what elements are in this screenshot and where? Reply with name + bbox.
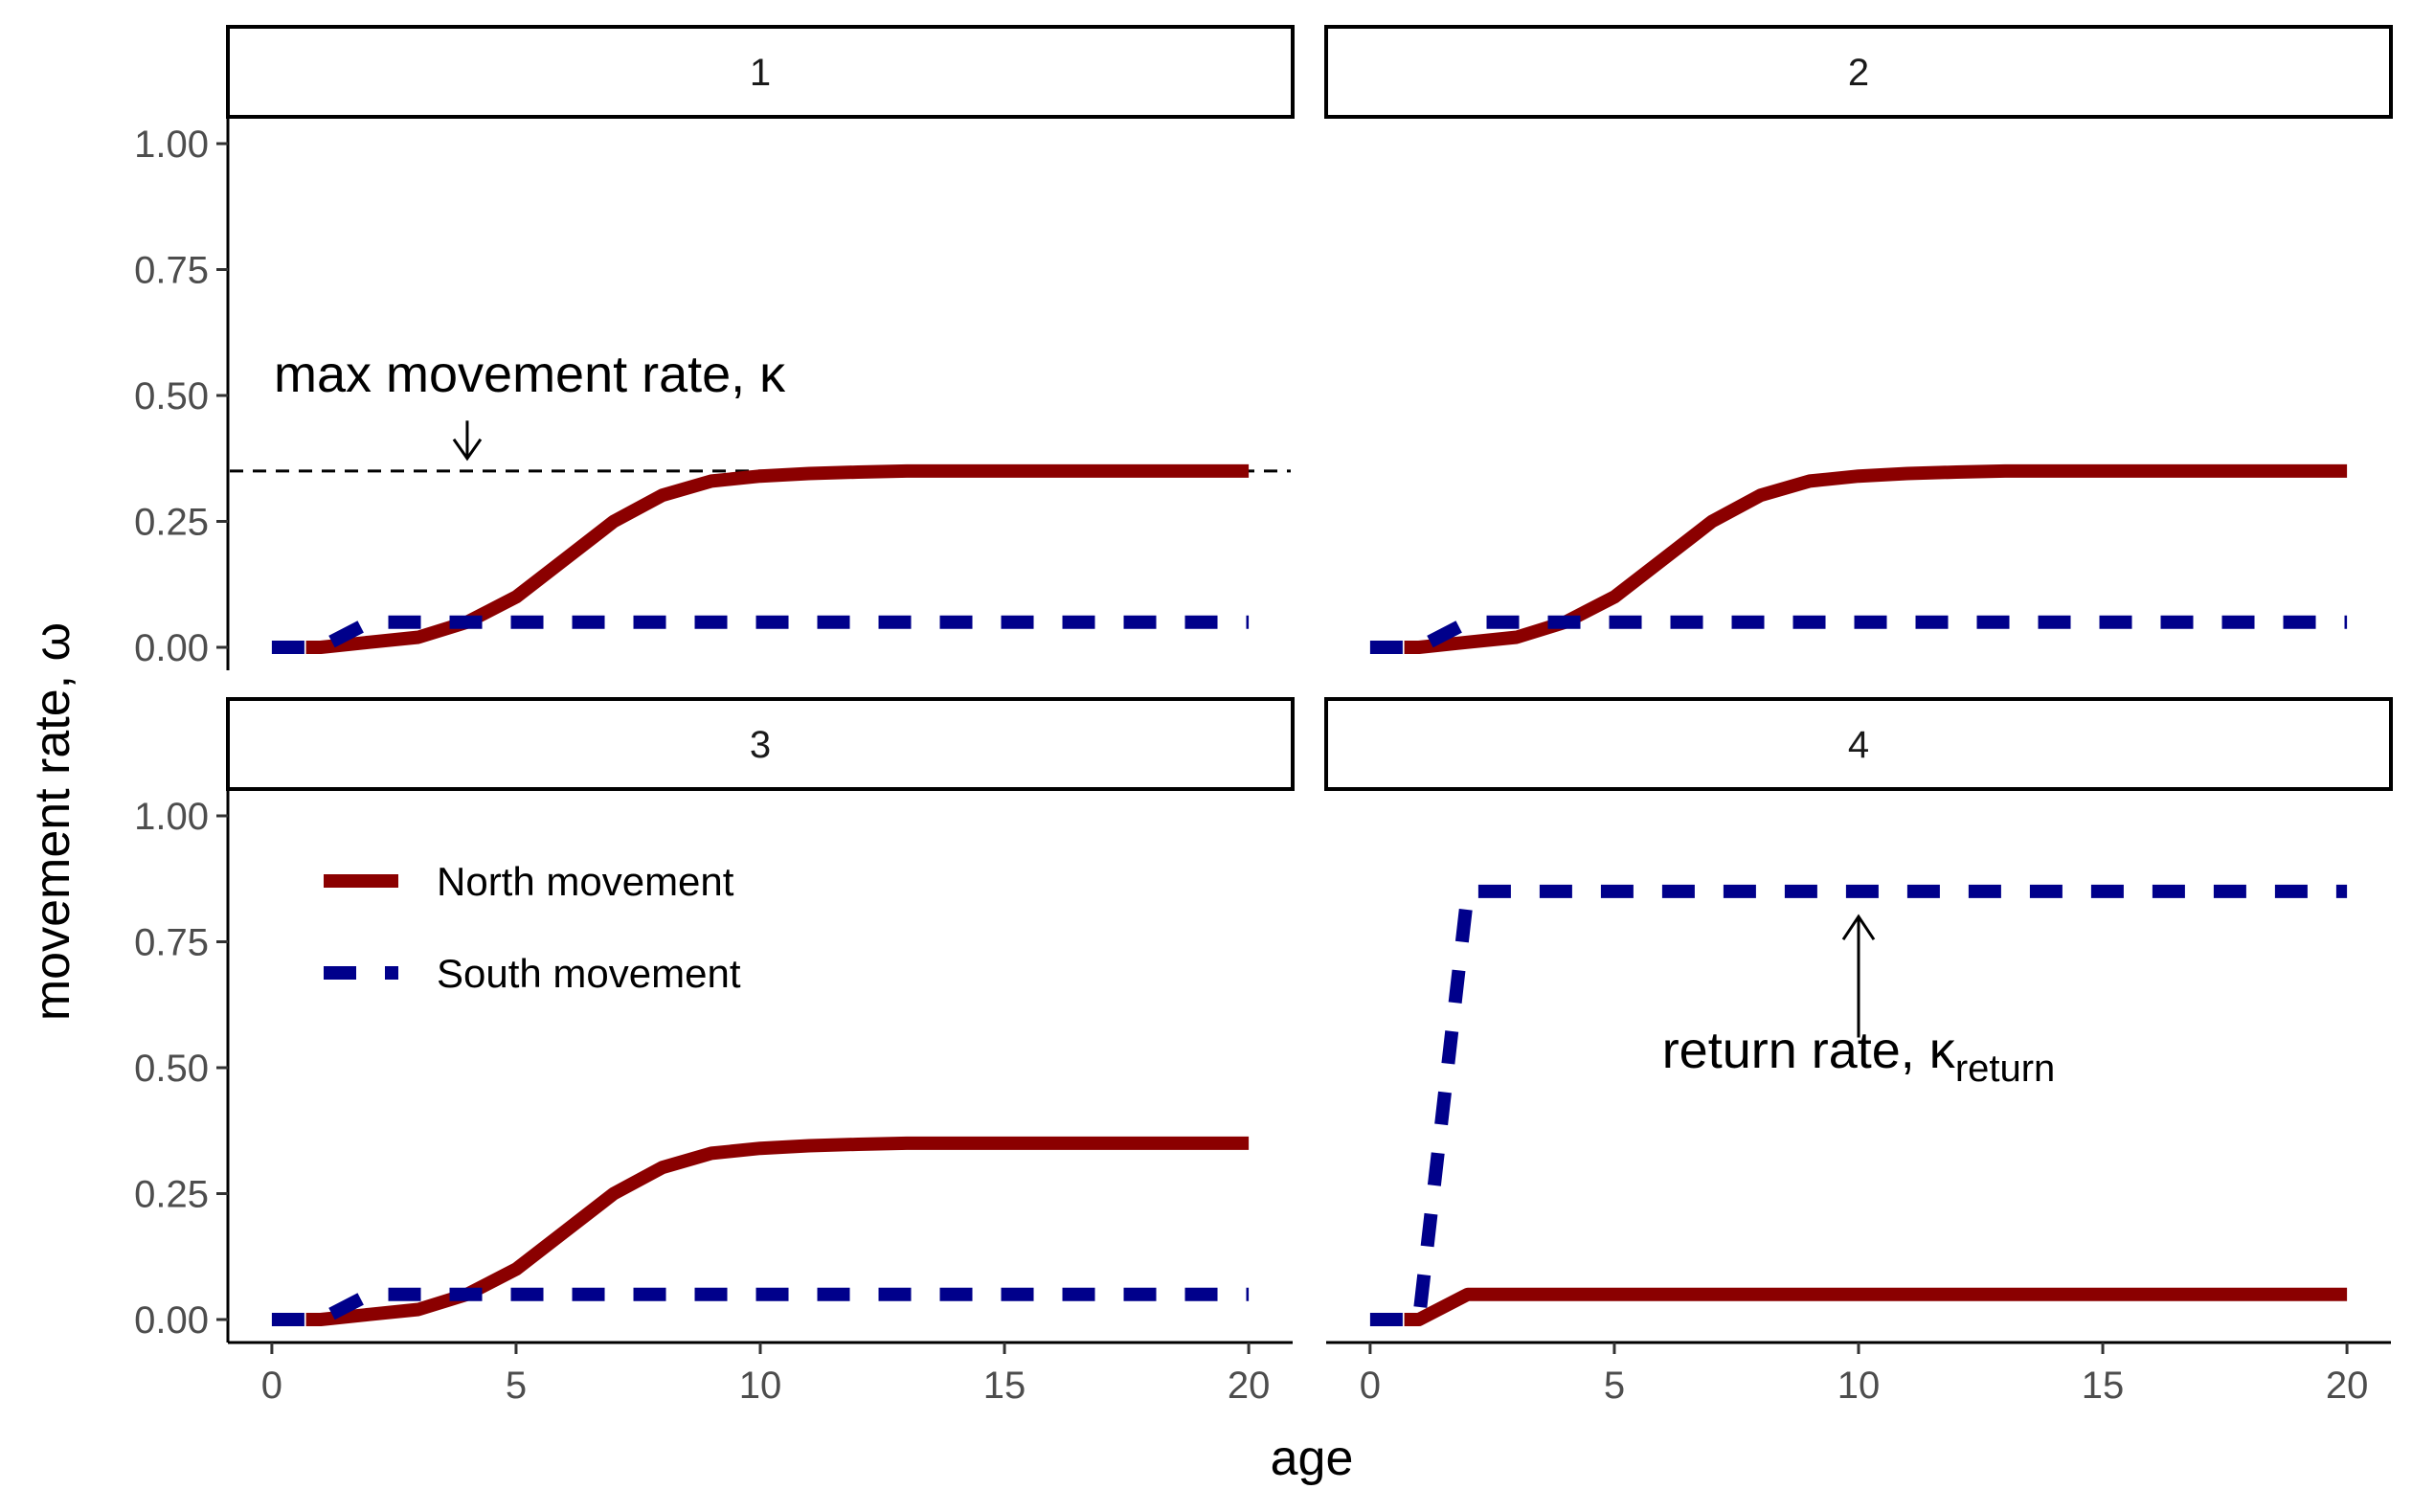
north-movement-line [1404,1287,2348,1326]
strip-box-2 [1324,25,2393,119]
annotation-return-rate: return rate, κreturn [1662,1022,2056,1090]
y-tick-label: 0.25 [134,1174,209,1216]
x-tick-label: 15 [983,1365,1026,1407]
south-movement-line [271,1287,1250,1326]
north-movement-line [305,1136,1250,1326]
annotation-return-rate-subscript: return [1955,1048,2056,1090]
y-tick-label: 0.00 [134,1299,209,1342]
y-axis-title: movement rate, ω [25,622,80,1021]
x-tick-label: 0 [1360,1365,1381,1407]
panel-2: 2 [1324,25,2393,654]
north-movement-line [1404,463,2348,654]
x-tick-label: 10 [739,1365,782,1407]
annotation-arrow-head [1841,914,1876,941]
x-tick-label: 5 [506,1365,527,1407]
x-tick-label: 0 [261,1365,282,1407]
y-tick-label: 0.75 [134,922,209,964]
strip-box-1 [226,25,1295,119]
y-tick-label: 0.00 [134,627,209,669]
y-tick-label: 1.00 [134,124,209,166]
strip-box-3 [226,697,1295,791]
south-movement-line [1369,615,2348,654]
y-tick-label: 0.50 [134,1048,209,1090]
x-tick-label: 5 [1604,1365,1625,1407]
y-tick-label: 0.75 [134,250,209,292]
south-movement-line [1369,884,2348,1326]
south-movement-line [271,615,1250,654]
panel-1: 1 0.00 0.25 0.50 0.75 1.00 max movement rate, … [134,25,1295,670]
x-axis-title: age [1271,1431,1354,1486]
strip-box-4 [1324,697,2393,791]
north-movement-line [305,463,1250,654]
y-tick-label: 0.25 [134,502,209,544]
annotation-return-rate-main: return rate, κ [1662,1022,1956,1079]
x-tick-label: 10 [1837,1365,1881,1407]
y-tick-label: 1.00 [134,796,209,838]
x-tick-label: 20 [2326,1365,2369,1407]
y-tick-label: 0.50 [134,375,209,417]
panel-3: 3 0.00 0.25 0.50 0.75 1.00 0 5 10 15 20 North movem… [134,697,1295,1407]
annotation-arrow-head [452,438,483,462]
strip-label-4: 4 [1848,724,1869,766]
x-tick-label: 20 [1228,1365,1271,1407]
strip-label-2: 2 [1848,52,1869,94]
annotation-max-rate: max movement rate, κ [274,346,786,403]
strip-label-3: 3 [750,724,771,766]
panel-4: 4 0 5 10 15 20 return rate, κreturn [1324,697,2393,1407]
x-tick-label: 15 [2082,1365,2125,1407]
legend-label-north: North movement [437,859,734,904]
legend-label-south: South movement [437,951,741,996]
strip-label-1: 1 [750,52,771,94]
